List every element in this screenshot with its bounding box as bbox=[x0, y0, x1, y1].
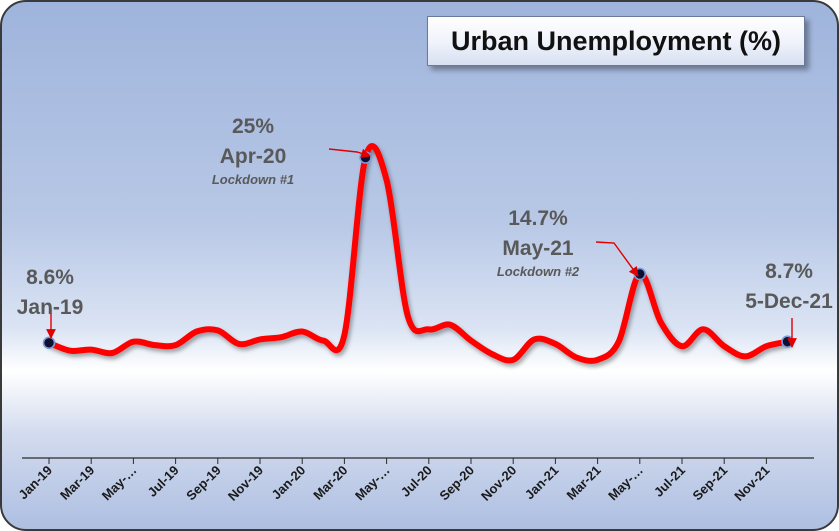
data-point-marker bbox=[42, 336, 56, 350]
annotation-lockdown-2-note: Lockdown #2 bbox=[496, 264, 580, 279]
x-tick-label: Mar-20 bbox=[310, 463, 350, 503]
annotation-lockdown-1-note: Lockdown #1 bbox=[211, 172, 295, 187]
annotation-start-date: Jan-19 bbox=[16, 296, 84, 319]
x-tick-label: May-… bbox=[352, 463, 393, 504]
x-tick-label: Nov-21 bbox=[731, 463, 772, 504]
x-tick-label: Sep-20 bbox=[436, 463, 477, 504]
annotation-arrow bbox=[328, 148, 371, 159]
annotation-lockdown-2-value: 14.7% bbox=[508, 207, 568, 230]
x-tick-label: Mar-21 bbox=[563, 463, 603, 503]
annotation-start-value: 8.6% bbox=[26, 266, 74, 289]
annotation-arrow bbox=[595, 241, 639, 277]
annotation-lockdown-1-value: 25% bbox=[231, 115, 275, 138]
x-tick-label: Nov-19 bbox=[225, 463, 266, 504]
x-tick-label: Jan-20 bbox=[269, 463, 309, 503]
annotation-lockdown-2-date: May-21 bbox=[502, 237, 574, 260]
series-line bbox=[46, 143, 791, 364]
annotation-end-date: 5-Dec-21 bbox=[745, 290, 833, 313]
x-tick-label: Nov-20 bbox=[478, 463, 519, 504]
x-tick-label: May-… bbox=[605, 463, 646, 504]
annotation-lockdown-2: 14.7% May-21 Lockdown #2 bbox=[474, 204, 602, 280]
x-tick-label: Sep-21 bbox=[690, 463, 731, 504]
chart-title-box: Urban Unemployment (%) bbox=[427, 16, 805, 66]
annotation-end-value: 8.7% bbox=[765, 260, 813, 283]
annotation-lockdown-1: 25% Apr-20 Lockdown #1 bbox=[190, 112, 316, 188]
x-tick-label: Sep-19 bbox=[183, 463, 224, 504]
x-tick-label: Mar-19 bbox=[57, 463, 97, 503]
x-tick-label: Jan-21 bbox=[522, 463, 562, 503]
x-tick-label: Jul-21 bbox=[651, 463, 688, 500]
x-tick-label: Jul-20 bbox=[398, 463, 435, 500]
annotation-start: 8.6% Jan-19 bbox=[6, 263, 94, 323]
annotation-end: 8.7% 5-Dec-21 bbox=[740, 257, 837, 317]
chart-title: Urban Unemployment (%) bbox=[450, 25, 782, 56]
annotation-lockdown-1-date: Apr-20 bbox=[219, 145, 287, 168]
x-tick-label: Jan-19 bbox=[15, 463, 55, 503]
x-tick-label: May-… bbox=[99, 463, 140, 504]
x-tick-label: Jul-19 bbox=[145, 463, 182, 500]
